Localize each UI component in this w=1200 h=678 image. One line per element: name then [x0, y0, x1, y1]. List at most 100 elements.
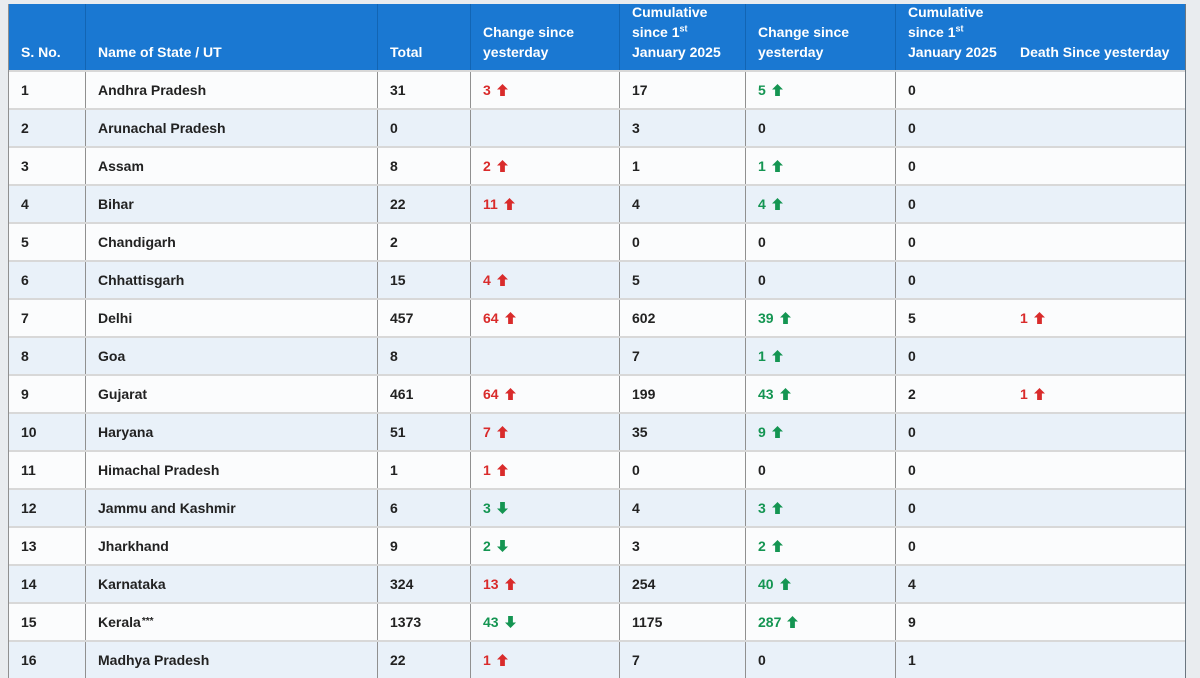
- cell-serial-number: 16: [9, 642, 86, 678]
- cell-cumulative-1: 7: [620, 338, 746, 374]
- trend-arrow-icon: [771, 84, 783, 96]
- cell-cumulative-1: 254: [620, 566, 746, 602]
- cell-cumulative-2: 4: [908, 576, 916, 592]
- cell-serial-number: 13: [9, 528, 86, 564]
- cell-death-since-yesterday: [1008, 604, 1185, 640]
- cell-state-name: Chhattisgarh: [86, 262, 378, 298]
- cell-state-name: Haryana: [86, 414, 378, 450]
- trend-arrow-icon: [779, 312, 791, 324]
- cell-serial-number: 8: [9, 338, 86, 374]
- cell-serial-number: 11: [9, 452, 86, 488]
- header-label: Cumulative since 1st January 2025: [908, 4, 997, 60]
- trend-arrow-icon: [496, 464, 508, 476]
- cell-change-since-yesterday-1: [471, 338, 620, 374]
- cell-death-since-yesterday: [1008, 338, 1185, 374]
- cell-total: 324: [378, 566, 471, 602]
- cell-change-since-yesterday-2: 43: [746, 376, 896, 412]
- table-row: 6 Chhattisgarh 15 4 5 0 0: [9, 260, 1185, 298]
- cell-state-name: Himachal Pradesh: [86, 452, 378, 488]
- cell-serial-number: 15: [9, 604, 86, 640]
- table-row: 12 Jammu and Kashmir 6 3 4 3 0: [9, 488, 1185, 526]
- cell-total: 2: [378, 224, 471, 260]
- trend-arrow-icon: [503, 198, 515, 210]
- state-statistics-table: S. No. Name of State / UT Total Change s…: [8, 4, 1186, 678]
- header-cumulative-1: Cumulative since 1st January 2025: [620, 4, 746, 70]
- cell-change-since-yesterday-2: 1: [746, 338, 896, 374]
- cell-total: 8: [378, 338, 471, 374]
- cell-state-name: Jharkhand: [86, 528, 378, 564]
- cell-serial-number: 3: [9, 148, 86, 184]
- cell-change-since-yesterday-2: 4: [746, 186, 896, 222]
- cell-state-name: Delhi: [86, 300, 378, 336]
- cell-death-since-yesterday: [1008, 490, 1185, 526]
- table-row: 4 Bihar 22 11 4 4 0: [9, 184, 1185, 222]
- cell-total: 22: [378, 186, 471, 222]
- cell-state-name: Assam: [86, 148, 378, 184]
- cell-cumulative-2: 0: [908, 348, 916, 364]
- trend-arrow-icon: [771, 426, 783, 438]
- cell-change-since-yesterday-2: 2: [746, 528, 896, 564]
- trend-arrow-icon: [771, 502, 783, 514]
- cell-cumulative-1: 1: [620, 148, 746, 184]
- cell-death-since-yesterday: [1008, 186, 1185, 222]
- cell-state-name: Jammu and Kashmir: [86, 490, 378, 526]
- cell-death-since-yesterday: [1008, 414, 1185, 450]
- cell-cumulative-2: 0: [908, 538, 916, 554]
- header-label: Cumulative since 1st January 2025: [632, 4, 721, 60]
- trend-arrow-icon: [771, 540, 783, 552]
- cell-cumulative-2: 1: [908, 652, 916, 668]
- cell-cumulative-1: 199: [620, 376, 746, 412]
- cell-cumulative-2: 0: [908, 120, 916, 136]
- cell-serial-number: 12: [9, 490, 86, 526]
- cell-state-name: Madhya Pradesh: [86, 642, 378, 678]
- cell-death-since-yesterday: 1: [1008, 300, 1185, 336]
- cell-change-since-yesterday-1: 11: [471, 186, 620, 222]
- cell-total: 51: [378, 414, 471, 450]
- table-body: 1 Andhra Pradesh 31 3 17 5 0 2 Arunachal…: [9, 70, 1185, 678]
- cell-cumulative-2: 0: [908, 424, 916, 440]
- cell-total: 457: [378, 300, 471, 336]
- cell-serial-number: 6: [9, 262, 86, 298]
- trend-arrow-icon: [504, 312, 516, 324]
- cell-state-name: Andhra Pradesh: [86, 72, 378, 108]
- table-row: 5 Chandigarh 2 0 0 0: [9, 222, 1185, 260]
- cell-death-since-yesterday: [1008, 642, 1185, 678]
- cell-death-since-yesterday: [1008, 148, 1185, 184]
- cell-cumulative-1: 7: [620, 642, 746, 678]
- trend-arrow-icon: [496, 84, 508, 96]
- cell-total: 0: [378, 110, 471, 146]
- cell-change-since-yesterday-2: 0: [746, 262, 896, 298]
- cell-change-since-yesterday-2: 5: [746, 72, 896, 108]
- trend-arrow-icon: [779, 578, 791, 590]
- cell-cumulative-1: 17: [620, 72, 746, 108]
- cell-serial-number: 10: [9, 414, 86, 450]
- table-row: 14 Karnataka 324 13 254 40 4: [9, 564, 1185, 602]
- header-label: Change since yesterday: [483, 24, 575, 60]
- cell-cumulative-2: 0: [908, 82, 916, 98]
- trend-arrow-icon: [771, 160, 783, 172]
- trend-arrow-icon: [496, 654, 508, 666]
- cell-total: 31: [378, 72, 471, 108]
- table-row: 13 Jharkhand 9 2 3 2 0: [9, 526, 1185, 564]
- header-label: Death Since yesterday: [1020, 44, 1170, 60]
- cell-change-since-yesterday-1: [471, 224, 620, 260]
- cell-cumulative-1: 1175: [620, 604, 746, 640]
- cell-change-since-yesterday-2: 39: [746, 300, 896, 336]
- trend-arrow-icon: [496, 274, 508, 286]
- cell-total: 461: [378, 376, 471, 412]
- cell-death-since-yesterday: [1008, 224, 1185, 260]
- table-row: 7 Delhi 457 64 602 39 5 1: [9, 298, 1185, 336]
- cell-cumulative-1: 3: [620, 528, 746, 564]
- cell-change-since-yesterday-2: 0: [746, 224, 896, 260]
- trend-arrow-icon: [504, 616, 516, 628]
- trend-arrow-icon: [779, 388, 791, 400]
- cell-cumulative-1: 0: [620, 452, 746, 488]
- cell-change-since-yesterday-2: 0: [746, 642, 896, 678]
- cell-cumulative-1: 4: [620, 186, 746, 222]
- trend-arrow-icon: [496, 502, 508, 514]
- cell-serial-number: 1: [9, 72, 86, 108]
- header-change-since-yesterday-1: Change since yesterday: [471, 4, 620, 70]
- cell-change-since-yesterday-1: 43: [471, 604, 620, 640]
- cell-state-name: Goa: [86, 338, 378, 374]
